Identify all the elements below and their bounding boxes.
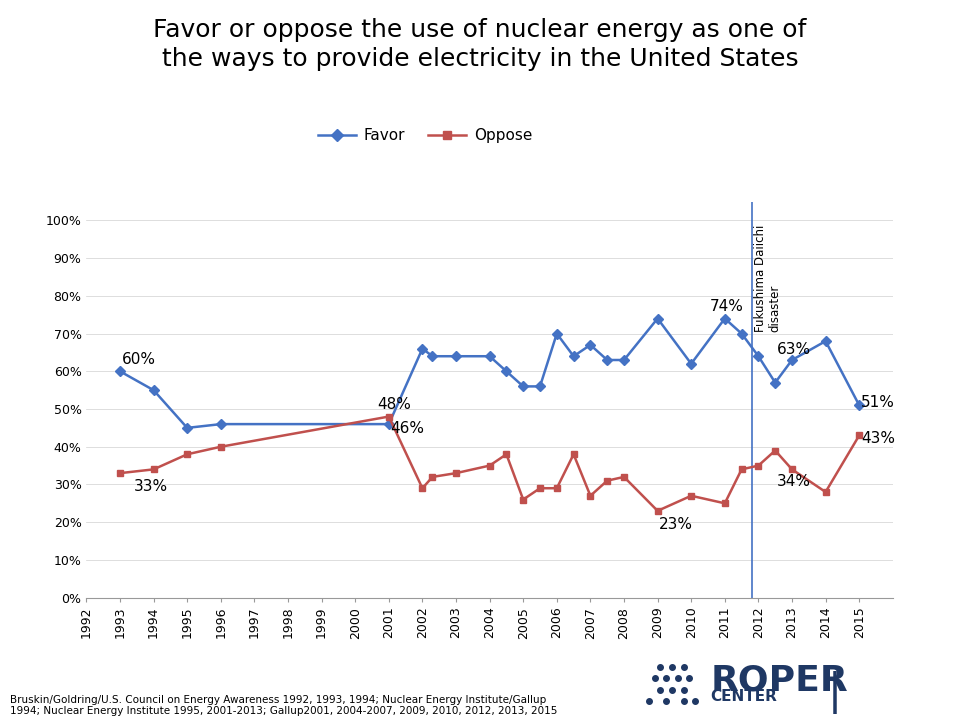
Oppose: [534, 484, 545, 492]
Favor: [601, 356, 612, 364]
Oppose: [618, 472, 630, 481]
Favor: [534, 382, 545, 391]
Text: 51%: 51%: [861, 395, 895, 410]
Text: 60%: 60%: [122, 352, 156, 366]
Oppose: [786, 465, 798, 474]
Favor: [585, 341, 596, 349]
Favor: [735, 329, 747, 338]
Favor: [551, 329, 563, 338]
Legend: Favor, Oppose: Favor, Oppose: [312, 122, 539, 149]
Favor: [753, 352, 764, 361]
Text: 46%: 46%: [391, 421, 424, 436]
Favor: [786, 356, 798, 364]
Text: the ways to provide electricity in the United States: the ways to provide electricity in the U…: [161, 47, 799, 71]
Favor: [500, 367, 512, 376]
Favor: [383, 420, 395, 428]
Favor: [769, 378, 780, 387]
Oppose: [820, 487, 831, 496]
Favor: [426, 352, 438, 361]
Oppose: [567, 450, 579, 459]
Favor: [719, 314, 731, 323]
Oppose: [735, 465, 747, 474]
Oppose: [181, 450, 193, 459]
Text: 74%: 74%: [709, 299, 744, 314]
Oppose: [685, 492, 697, 500]
Favor: [215, 420, 227, 428]
Oppose: [753, 462, 764, 470]
Oppose: [148, 465, 159, 474]
Text: ROPER: ROPER: [710, 663, 848, 698]
Text: 43%: 43%: [861, 431, 895, 446]
Favor: [567, 352, 579, 361]
Favor: [417, 344, 428, 353]
Favor: [652, 314, 663, 323]
Oppose: [719, 499, 731, 508]
Text: Favor or oppose the use of nuclear energy as one of: Favor or oppose the use of nuclear energ…: [154, 18, 806, 42]
Favor: [853, 401, 865, 410]
Favor: [148, 386, 159, 395]
Text: Fukushima Daiichi
disaster: Fukushima Daiichi disaster: [755, 224, 781, 332]
Oppose: [853, 431, 865, 440]
Oppose: [551, 484, 563, 492]
Text: 33%: 33%: [133, 479, 168, 494]
Oppose: [215, 442, 227, 451]
Oppose: [450, 469, 462, 477]
Favor: [181, 423, 193, 432]
Text: CENTER: CENTER: [710, 689, 778, 704]
Oppose: [417, 484, 428, 492]
Oppose: [517, 495, 529, 504]
Oppose: [585, 492, 596, 500]
Favor: [114, 367, 126, 376]
Favor: [685, 359, 697, 368]
Text: |: |: [828, 671, 842, 714]
Oppose: [500, 450, 512, 459]
Text: 48%: 48%: [377, 397, 411, 412]
Oppose: [769, 446, 780, 455]
Oppose: [114, 469, 126, 477]
Oppose: [383, 413, 395, 421]
Line: Oppose: Oppose: [116, 413, 863, 514]
Line: Favor: Favor: [116, 315, 863, 431]
Favor: [618, 356, 630, 364]
Text: 34%: 34%: [777, 474, 811, 489]
Favor: [517, 382, 529, 391]
Text: 23%: 23%: [660, 516, 693, 531]
Text: Bruskin/Goldring/U.S. Council on Energy Awareness 1992, 1993, 1994; Nuclear Ener: Bruskin/Goldring/U.S. Council on Energy …: [10, 695, 557, 716]
Favor: [450, 352, 462, 361]
Oppose: [484, 462, 495, 470]
Oppose: [426, 472, 438, 481]
Favor: [484, 352, 495, 361]
Text: 63%: 63%: [777, 342, 811, 357]
Oppose: [601, 477, 612, 485]
Oppose: [652, 507, 663, 516]
Favor: [820, 337, 831, 346]
